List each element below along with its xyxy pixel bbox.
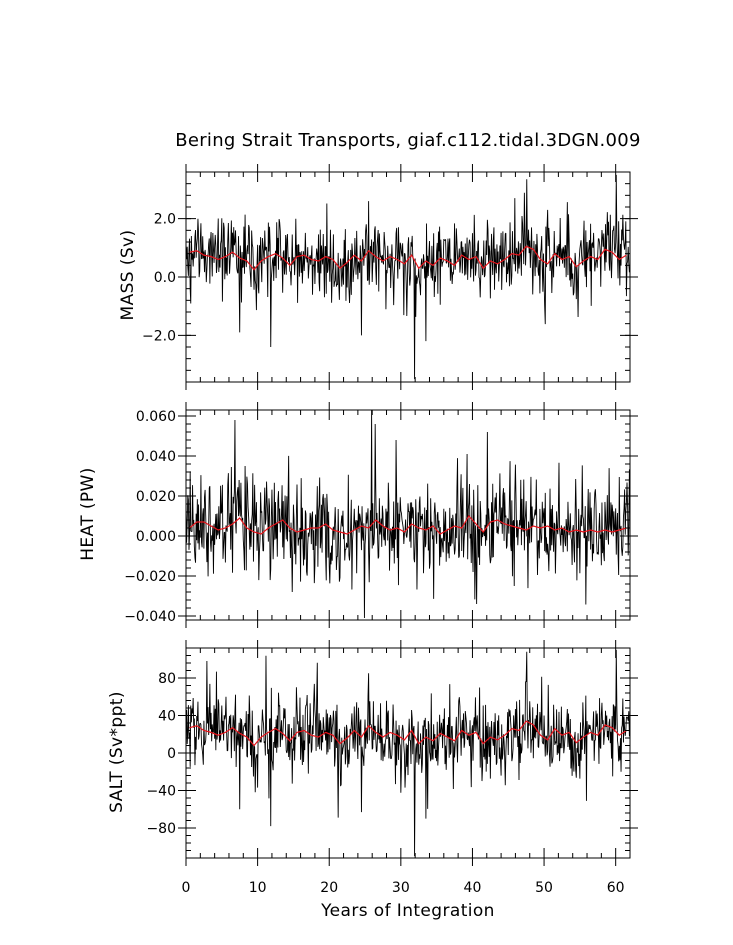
salt-y-tick-label: −40 bbox=[146, 784, 176, 800]
x-tick-label: 60 bbox=[607, 880, 625, 896]
heat-y-tick-label: −0.040 bbox=[124, 609, 176, 625]
x-tick-label: 30 bbox=[392, 880, 410, 896]
mass-monthly-series-line bbox=[185, 174, 630, 380]
heat-annual-mean-line bbox=[189, 514, 627, 535]
x-tick-label: 10 bbox=[249, 880, 267, 896]
salt-annual-mean-line bbox=[189, 720, 627, 747]
x-tick-label: 50 bbox=[535, 880, 553, 896]
mass-annual-mean-line bbox=[189, 245, 627, 271]
salt-monthly-series-line bbox=[185, 649, 630, 857]
heat-y-tick-label: −0.020 bbox=[124, 569, 176, 585]
salt-y-axis-label: SALT (Sv*ppt) bbox=[107, 691, 127, 813]
x-tick-label: 20 bbox=[320, 880, 338, 896]
heat-y-axis-label: HEAT (PW) bbox=[78, 467, 98, 561]
mass-y-tick-label: 2.0 bbox=[154, 212, 176, 228]
salt-y-tick-label: 80 bbox=[158, 671, 176, 687]
mass-y-tick-label: −2.0 bbox=[142, 328, 176, 344]
heat-plot-frame bbox=[185, 409, 631, 621]
heat-y-tick-label: 0.000 bbox=[136, 529, 176, 545]
salt-y-tick-label: −80 bbox=[146, 821, 176, 837]
heat-panel: HEAT (PW) −0.040 −0.020 0.000 0.020 0.040 0.0… bbox=[78, 402, 638, 628]
x-tick-label: 0 bbox=[182, 880, 191, 896]
salt-y-tick-label: 0 bbox=[167, 746, 176, 762]
heat-y-tick-label: 0.020 bbox=[136, 489, 176, 505]
heat-monthly-series-line bbox=[185, 409, 630, 619]
heat-y-tick-label: 0.060 bbox=[136, 409, 176, 425]
mass-plot-frame bbox=[185, 171, 631, 383]
mass-y-axis-label: MASS (Sv) bbox=[118, 230, 138, 321]
mass-y-tick-label: 0.0 bbox=[154, 270, 176, 286]
x-axis-label: Years of Integration bbox=[320, 901, 495, 921]
salt-panel: SALT (Sv*ppt) −80 −40 0 40 80 bbox=[107, 640, 638, 866]
heat-y-tick-label: 0.040 bbox=[136, 449, 176, 465]
chart-title: Bering Strait Transports, giaf.c112.tida… bbox=[175, 130, 641, 151]
x-tick-label: 40 bbox=[464, 880, 482, 896]
mass-panel: MASS (Sv) −2.0 0.0 2.0 bbox=[118, 164, 638, 390]
salt-y-tick-label: 40 bbox=[158, 709, 176, 725]
